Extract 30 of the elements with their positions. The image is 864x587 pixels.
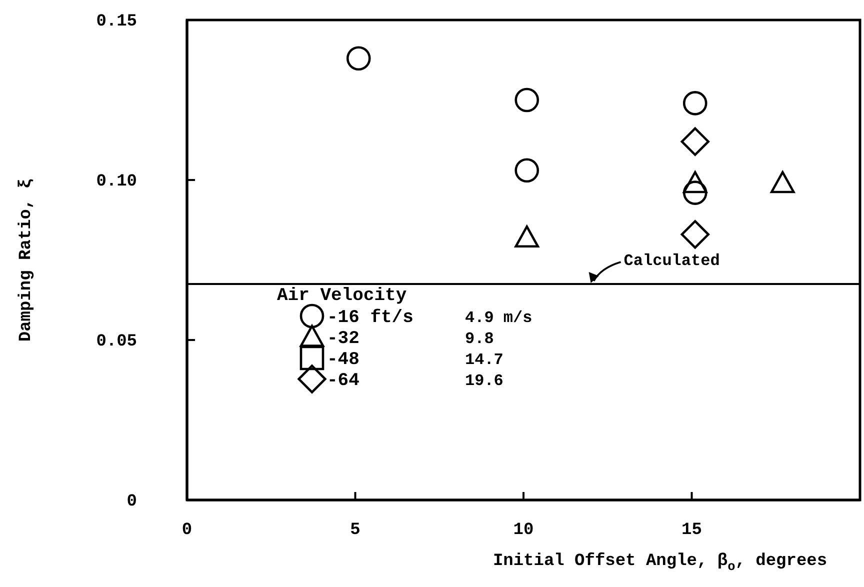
x-tick-label: 10 [513,521,534,540]
legend-label: -32 [327,329,360,349]
annotation: 9.8 [465,330,494,348]
point [346,46,371,71]
y-axis-title: Damping Ratio, ξ [17,178,36,342]
y-tick-label: 0.10 [96,172,137,192]
point [514,158,540,183]
point [682,91,708,116]
x-tick-label: 0 [182,521,192,540]
point [770,171,795,194]
legend-label: -16 ft/s [327,308,414,328]
x-axis-title: Initial Offset Angle, β$_{o}$, degrees [492,552,828,574]
point [514,225,540,248]
y-tick-label: 0 [126,492,137,512]
annotation: 19.6 [465,372,504,390]
legend-label: -48 [327,350,360,370]
x-tick-label: 15 [682,521,702,540]
point [514,88,540,112]
y-tick-label: 0.05 [96,332,137,352]
point [682,171,708,194]
point [680,127,710,156]
legend-label: Calculated [624,252,720,270]
legend-label: -64 [327,371,360,391]
annotation: 14.7 [465,351,504,369]
x-tick-label: 5 [350,521,360,540]
annotation: 4.9 m/s [465,309,532,327]
point [680,220,710,249]
point [682,180,708,205]
y-tick-label: 0.15 [96,12,137,32]
legend-title: Air Velocity [277,286,407,306]
